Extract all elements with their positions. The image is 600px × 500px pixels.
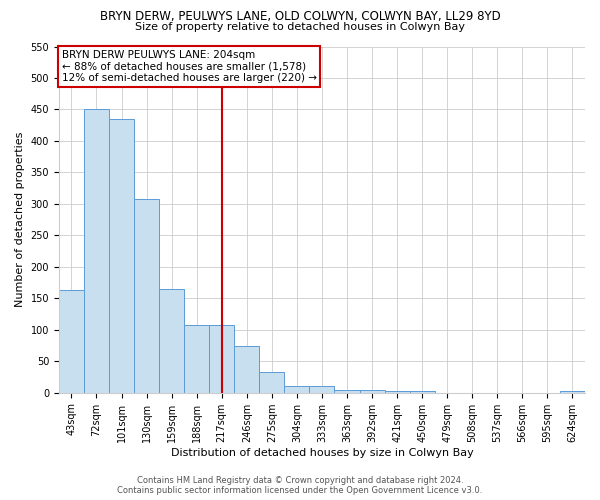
Bar <box>310 386 334 392</box>
Bar <box>209 326 234 392</box>
Bar <box>159 289 184 393</box>
Text: Size of property relative to detached houses in Colwyn Bay: Size of property relative to detached ho… <box>135 22 465 32</box>
Text: BRYN DERW, PEULWYS LANE, OLD COLWYN, COLWYN BAY, LL29 8YD: BRYN DERW, PEULWYS LANE, OLD COLWYN, COL… <box>100 10 500 23</box>
Bar <box>134 199 159 392</box>
Bar <box>259 372 284 392</box>
Bar <box>109 119 134 392</box>
Bar <box>234 346 259 393</box>
Bar <box>560 391 585 392</box>
Bar <box>410 391 434 392</box>
Y-axis label: Number of detached properties: Number of detached properties <box>15 132 25 308</box>
X-axis label: Distribution of detached houses by size in Colwyn Bay: Distribution of detached houses by size … <box>170 448 473 458</box>
Bar <box>334 390 359 392</box>
Text: BRYN DERW PEULWYS LANE: 204sqm
← 88% of detached houses are smaller (1,578)
12% : BRYN DERW PEULWYS LANE: 204sqm ← 88% of … <box>62 50 317 83</box>
Text: Contains HM Land Registry data © Crown copyright and database right 2024.
Contai: Contains HM Land Registry data © Crown c… <box>118 476 482 495</box>
Bar <box>84 110 109 393</box>
Bar <box>359 390 385 392</box>
Bar <box>284 386 310 392</box>
Bar <box>59 290 84 392</box>
Bar <box>184 326 209 392</box>
Bar <box>385 391 410 392</box>
